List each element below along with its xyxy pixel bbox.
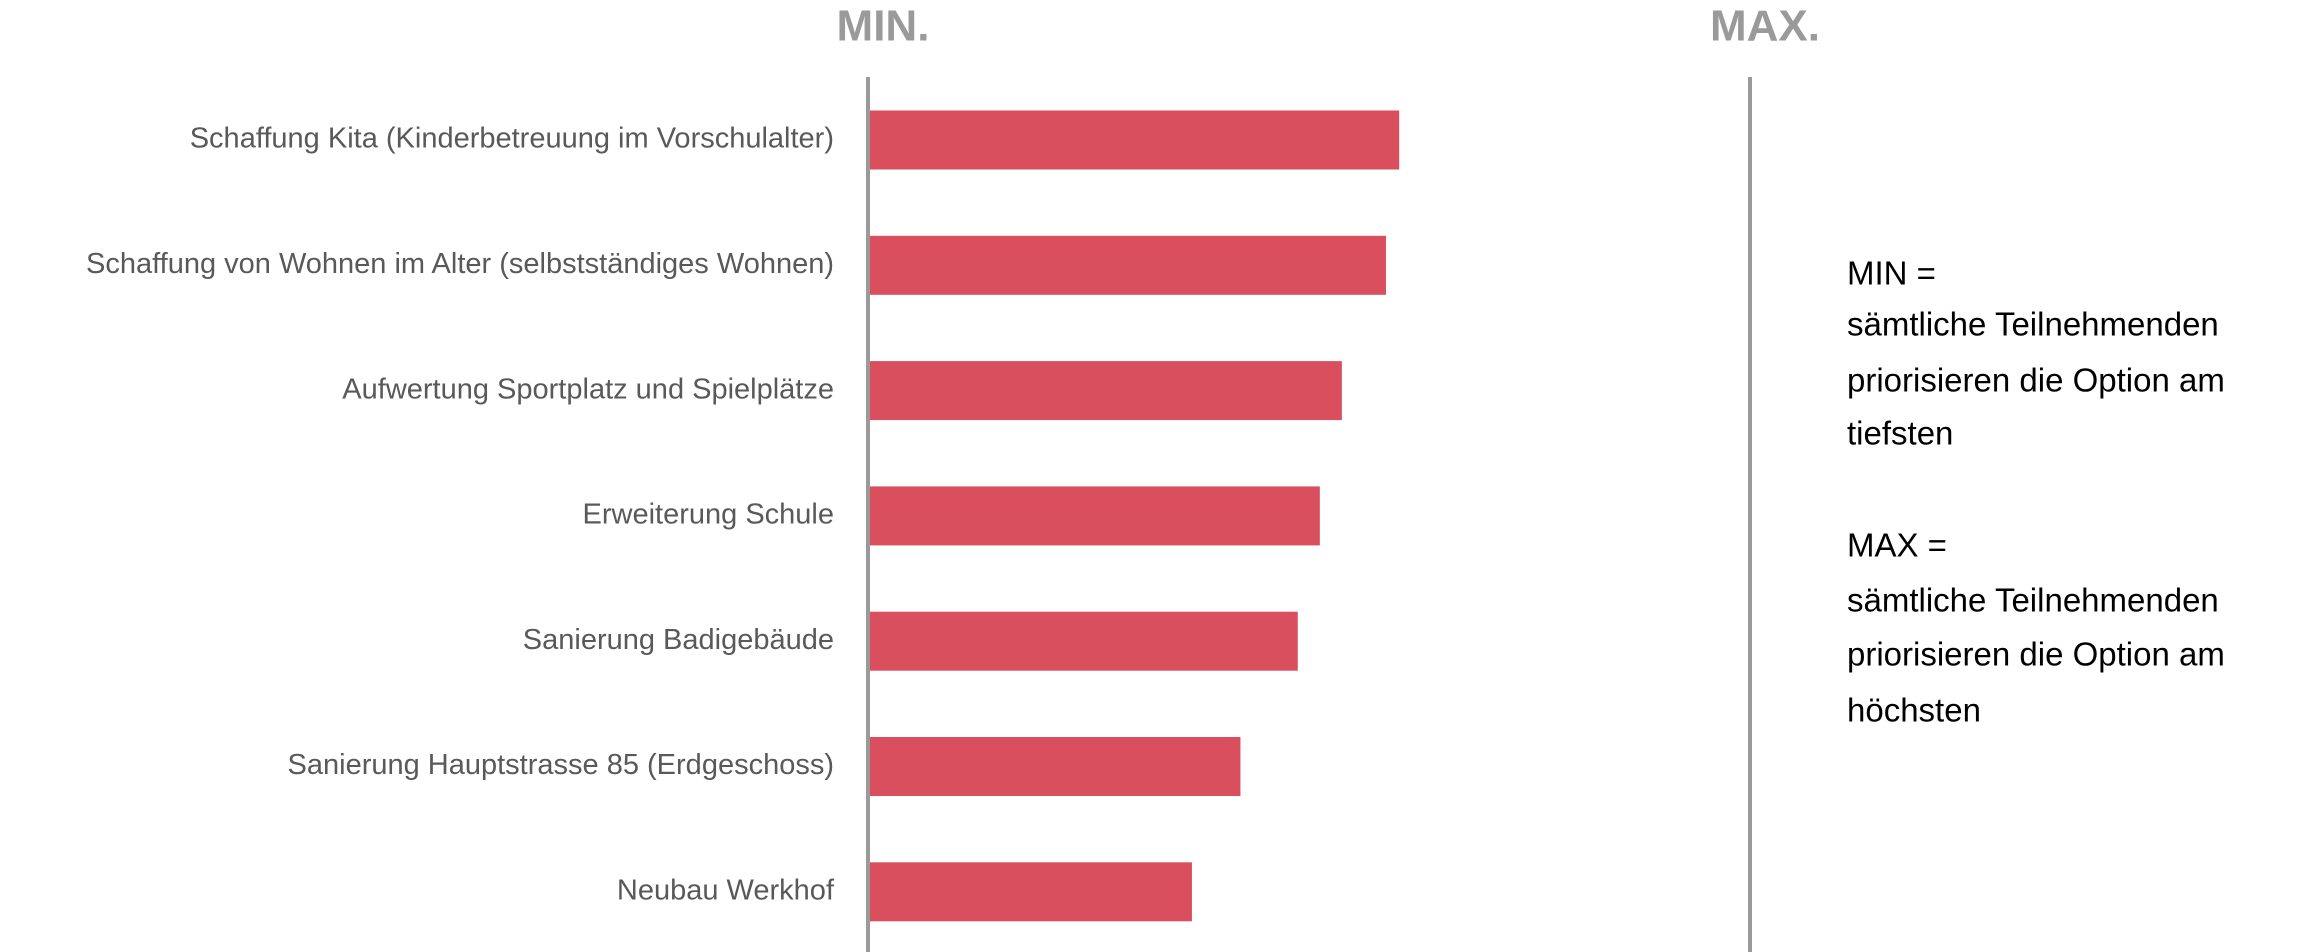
- annotation: sämtliche Teilnehmenden: [1847, 306, 2219, 343]
- bar: [870, 235, 1386, 295]
- annotation: priorisieren die Option am: [1847, 636, 2225, 673]
- bar: [870, 110, 1400, 170]
- bar: [870, 737, 1241, 796]
- bar: [870, 486, 1320, 546]
- category-label: Erweiterung Schule: [583, 499, 834, 531]
- annotation: höchsten: [1847, 692, 1981, 729]
- bar: [870, 611, 1298, 671]
- category-label: Aufwertung Sportplatz und Spielplätze: [342, 373, 834, 405]
- annotation: MIN =: [1847, 255, 1936, 292]
- x-tick-label: MIN.: [837, 2, 930, 51]
- category-label: Sanierung Hauptstrasse 85 (Erdgeschoss): [288, 749, 834, 781]
- category-label: Schaffung von Wohnen im Alter (selbststä…: [86, 248, 834, 280]
- annotation: MAX =: [1847, 527, 1947, 564]
- annotation: sämtliche Teilnehmenden: [1847, 582, 2219, 619]
- category-label: Neubau Werkhof: [617, 874, 835, 906]
- x-tick-label: MAX.: [1710, 2, 1820, 51]
- annotation: priorisieren die Option am: [1847, 362, 2225, 399]
- bar: [870, 862, 1192, 922]
- category-label: Schaffung Kita (Kinderbetreuung im Vorsc…: [190, 123, 834, 155]
- bar: [870, 361, 1342, 421]
- annotation: tiefsten: [1847, 415, 1953, 452]
- category-label: Sanierung Badigebäude: [523, 624, 834, 656]
